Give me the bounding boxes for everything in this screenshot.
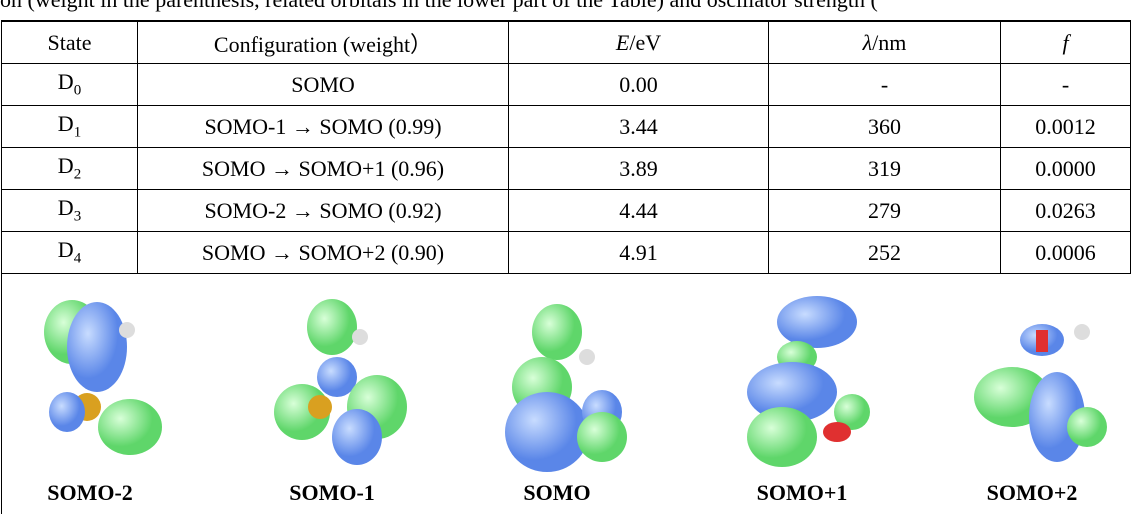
- orbital-somo-2: [44, 300, 162, 455]
- header-cell: λ/nm: [768, 20, 1001, 64]
- state-subscript: 1: [73, 124, 82, 141]
- wavelength-cell: 279: [768, 189, 1001, 232]
- state-subscript: 2: [73, 166, 82, 183]
- energy-cell: 3.44: [508, 105, 769, 148]
- row: D1 SOMO-1 → SOMO (0.99) 3.44 360 0.0012: [1, 105, 1131, 148]
- orbital-somo-1: [274, 299, 407, 465]
- wavelength-cell: 252: [768, 231, 1001, 274]
- state-cell: D1: [1, 105, 138, 148]
- orbital-label: SOMO+1: [756, 480, 848, 505]
- header-cell: Configuration (weight）: [137, 20, 509, 64]
- orbital-panel: SOMO-2 SOMO-1 SOMO SOMO+1 SOMO+2: [1, 272, 1132, 514]
- state-cell: D3: [1, 189, 138, 232]
- header-text: /nm: [872, 29, 907, 55]
- row: D0 SOMO 0.00- -: [1, 63, 1131, 106]
- strength-cell: 0.0012: [1000, 105, 1131, 148]
- energy-cell: 3.89: [508, 147, 769, 190]
- caption: on (weight in the parenthesis, related o…: [0, 0, 878, 13]
- orbital-somo: [505, 304, 627, 472]
- energy-cell: 0.00: [508, 63, 769, 106]
- state-cell: D0: [1, 63, 138, 106]
- orbital-label: SOMO: [523, 480, 591, 505]
- wavelength-cell: 360: [768, 105, 1001, 148]
- row: D3 SOMO-2 → SOMO (0.92) 4.44 279 0.0263: [1, 189, 1131, 232]
- orbital-label: SOMO+2: [986, 480, 1078, 505]
- table: State Configuration (weight） E/eV λ/nm f…: [1, 20, 1131, 274]
- strength-cell: -: [1000, 63, 1131, 106]
- header-italic: λ: [862, 29, 873, 55]
- config-cell: SOMO-1 → SOMO (0.99): [137, 105, 509, 148]
- config-cell: SOMO → SOMO+2 (0.90): [137, 231, 509, 274]
- energy-cell: 4.91: [508, 231, 769, 274]
- header-cell: E/eV: [508, 20, 769, 64]
- strength-cell: 0.0006: [1000, 231, 1131, 274]
- header-row: State Configuration (weight） E/eV λ/nm f: [1, 20, 1131, 64]
- energy-cell: 4.44: [508, 189, 769, 232]
- orbital-somo+2: [974, 324, 1107, 462]
- row: D4 SOMO → SOMO+2 (0.90) 4.91 252 0.0006: [1, 231, 1131, 274]
- header-italic: E: [615, 29, 630, 55]
- orbital-images: [44, 296, 1107, 472]
- state-cell: D4: [1, 231, 138, 274]
- state-subscript: 4: [73, 250, 82, 267]
- config-cell: SOMO-2 → SOMO (0.92): [137, 189, 509, 232]
- state-subscript: 3: [73, 208, 82, 225]
- strength-cell: 0.0000: [1000, 147, 1131, 190]
- orbital-label: SOMO-1: [289, 480, 375, 505]
- header-italic: f: [1062, 29, 1069, 55]
- wavelength-cell: -: [768, 63, 1001, 106]
- header-cell: State: [1, 20, 138, 64]
- config-cell: SOMO → SOMO+1 (0.96): [137, 147, 509, 190]
- state-letter: D: [57, 195, 74, 221]
- row: D2 SOMO → SOMO+1 (0.96) 3.89 319 0.0000: [1, 147, 1131, 190]
- state-subscript: 0: [73, 82, 82, 99]
- orbital-somo+1: [747, 296, 870, 467]
- state-letter: D: [57, 237, 74, 263]
- header-cell: f: [1000, 20, 1131, 64]
- state-cell: D2: [1, 147, 138, 190]
- orbital-label: SOMO-2: [47, 480, 133, 505]
- wavelength-cell: 319: [768, 147, 1001, 190]
- state-letter: D: [57, 111, 74, 137]
- config-cell: SOMO: [137, 63, 509, 106]
- state-letter: D: [57, 153, 74, 179]
- strength-cell: 0.0263: [1000, 189, 1131, 232]
- header-text: /eV: [629, 29, 662, 55]
- state-letter: D: [57, 69, 74, 95]
